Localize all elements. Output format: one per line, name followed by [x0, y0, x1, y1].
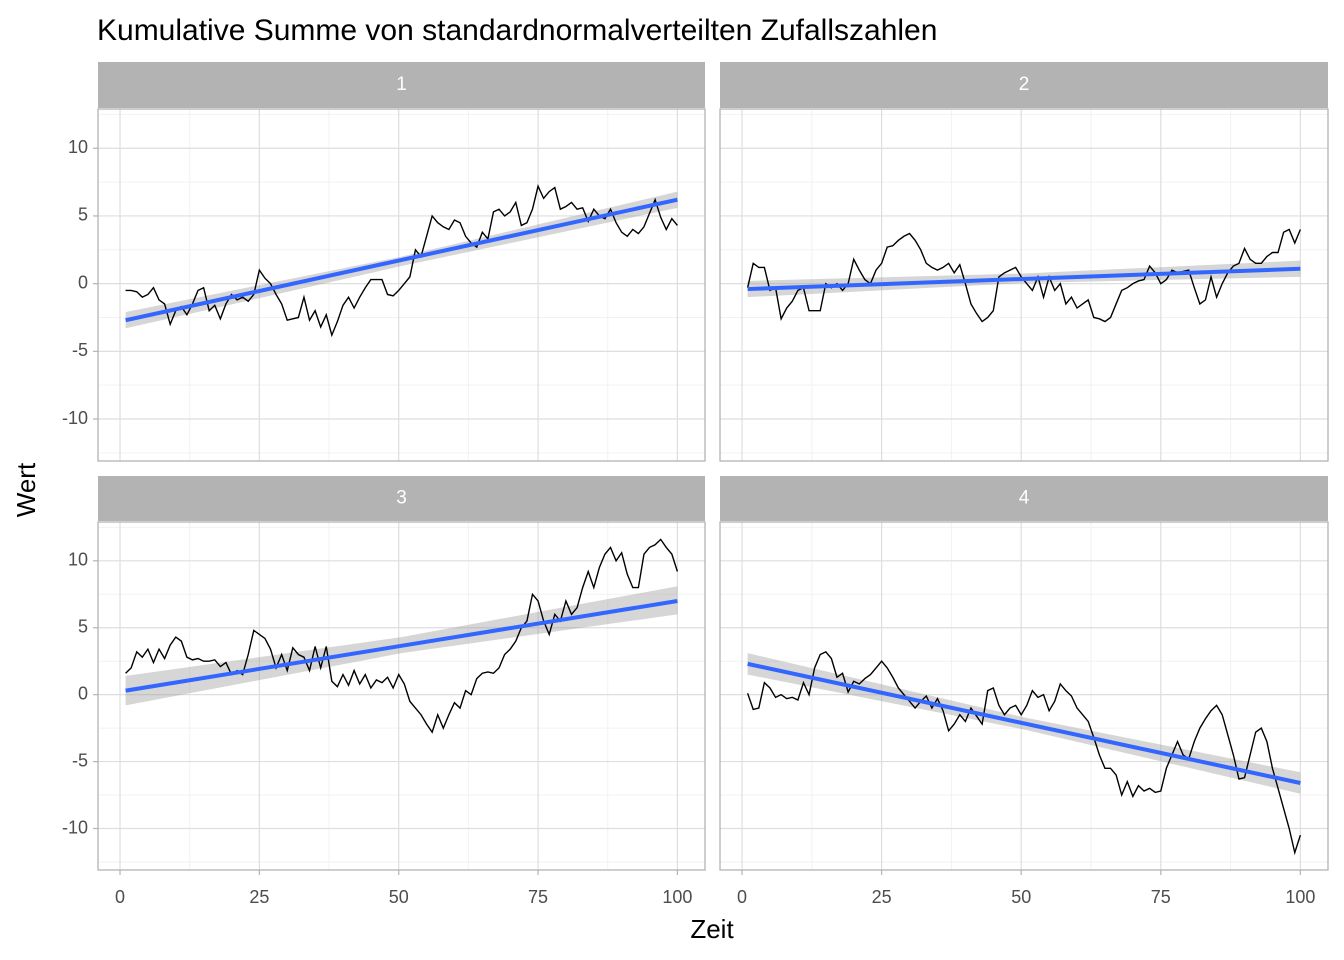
panel-border [97, 108, 706, 462]
strip-label: 4 [1019, 488, 1030, 509]
strip-label: 2 [1019, 74, 1030, 95]
y-tick-label: 5 [78, 616, 88, 636]
x-tick-label: 0 [737, 887, 747, 907]
fit-line [125, 197, 678, 323]
y-tick-label: 5 [78, 205, 88, 225]
fit-line [747, 661, 1301, 785]
chart-title: Kumulative Summe von standardnormalverte… [97, 14, 937, 47]
facet-panel: 4 0 25 50 75 100 [719, 476, 1329, 907]
panel-border [97, 521, 706, 871]
y-tick-label: 0 [78, 272, 88, 292]
x-tick-label: 50 [389, 887, 409, 907]
y-tick-label: -5 [72, 750, 88, 770]
strip [720, 476, 1328, 521]
y-tick-label: 0 [78, 683, 88, 703]
x-tick-label: 75 [1151, 887, 1171, 907]
data-line [746, 650, 1302, 856]
facet-panel: 1 -10 -5 0 5 10 [62, 62, 706, 462]
x-tick-label: 25 [249, 887, 269, 907]
panel-border [719, 108, 1329, 462]
x-tick-label: 50 [1011, 887, 1031, 907]
strip [98, 476, 705, 521]
x-tick-label: 25 [872, 887, 892, 907]
strip [720, 62, 1328, 108]
x-tick-label: 0 [115, 887, 125, 907]
strip-label: 1 [396, 74, 407, 95]
strip-label: 3 [396, 488, 407, 509]
x-tick-label: 100 [662, 887, 692, 907]
x-axis-title: Zeit [690, 914, 734, 944]
x-tick-label: 100 [1285, 887, 1315, 907]
x-tick-label: 75 [528, 887, 548, 907]
panel-border [719, 521, 1329, 871]
y-tick-label: 10 [68, 137, 88, 157]
fit-line [747, 266, 1301, 292]
y-tick-label: -10 [62, 817, 88, 837]
y-axis-title: Wert [11, 462, 41, 517]
y-tick-label: -10 [62, 408, 88, 428]
data-line [125, 538, 679, 734]
strip [98, 62, 705, 108]
y-tick-label: 10 [68, 550, 88, 570]
data-line [125, 184, 678, 338]
facet-panel: 2 [719, 62, 1329, 462]
fit-line [125, 598, 678, 693]
y-tick-label: -5 [72, 340, 88, 360]
